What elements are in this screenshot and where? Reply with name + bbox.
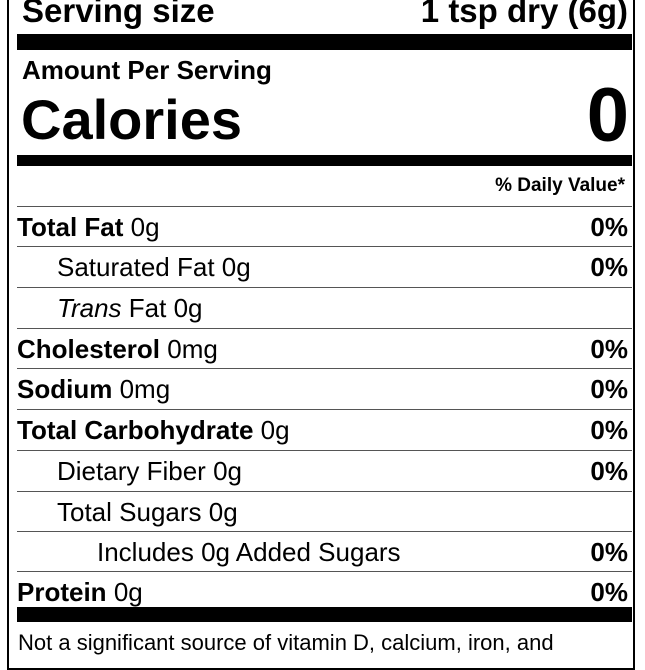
nutrient-label: Dietary Fiber (57, 456, 206, 486)
nutrient-label: Fat (128, 293, 167, 323)
divider-thin (17, 206, 632, 207)
nutrient-name: Protein 0g (17, 572, 143, 612)
nutrient-amount: 0g (113, 577, 143, 607)
serving-size-value: 1 tsp dry (6g) (420, 0, 628, 29)
daily-value-percent: 0% (590, 456, 628, 486)
daily-value-percent: 0% (590, 252, 628, 282)
nutrient-label: Total Fat (17, 212, 124, 242)
nutrient-name: Total Carbohydrate 0g (17, 410, 290, 450)
nutrient-amount: 0g (208, 497, 238, 527)
daily-value-percent: 0% (590, 374, 628, 404)
footnote: Not a significant source of vitamin D, c… (18, 630, 554, 655)
nutrient-amount: 0g (173, 293, 203, 323)
nutrient-name: Includes 0g Added Sugars (97, 532, 401, 572)
calories-label: Calories (21, 88, 242, 151)
amount-per-serving: Amount Per Serving (22, 55, 272, 85)
daily-value-percent: 0% (590, 577, 628, 607)
nutrient-label: Total Carbohydrate (17, 415, 254, 445)
nutrient-amount: 0g (221, 252, 251, 282)
nutrient-name: Trans Fat 0g (57, 288, 203, 328)
daily-value-percent: 0% (590, 537, 628, 567)
divider-thin (17, 531, 632, 532)
divider-thin (17, 450, 632, 451)
daily-value-percent: 0% (590, 334, 628, 364)
daily-value-percent: 0% (590, 415, 628, 445)
nutrient-name-italic: Trans (57, 293, 122, 323)
nutrient-amount: 0mg (119, 374, 171, 404)
nutrient-row: Sodium 0mg 0% (17, 369, 632, 409)
nutrient-row: Total Fat 0g 0% (17, 207, 632, 247)
nutrient-label: Protein (17, 577, 107, 607)
nutrient-label: Includes 0g Added Sugars (97, 537, 401, 567)
calories-value: 0 (586, 73, 629, 158)
divider-thin (17, 328, 632, 329)
nutrient-amount: 0mg (167, 334, 218, 364)
nutrient-row: Cholesterol 0mg 0% (17, 329, 632, 369)
nutrient-amount: 0g (130, 212, 160, 242)
nutrient-row: Total Carbohydrate 0g 0% (17, 410, 632, 450)
nutrient-name: Total Fat 0g (17, 207, 160, 247)
nutrient-name: Dietary Fiber 0g (57, 451, 242, 491)
divider-thick (17, 155, 632, 166)
nutrient-label: Saturated Fat (57, 252, 215, 282)
nutrient-row: Trans Fat 0g (17, 288, 632, 328)
divider-thin (17, 571, 632, 572)
serving-size-label: Serving size (22, 0, 215, 29)
divider-thin (17, 246, 632, 247)
daily-value-percent: 0% (590, 212, 628, 242)
divider-thin (17, 287, 632, 288)
divider-thick (17, 34, 632, 50)
divider-thin (17, 368, 632, 369)
nutrient-label: Cholesterol (17, 334, 161, 364)
nutrient-name: Sodium 0mg (17, 369, 170, 409)
divider-thin (17, 409, 632, 410)
nutrient-row: Saturated Fat 0g 0% (17, 247, 632, 287)
nutrient-label: Sodium (17, 374, 113, 404)
nutrient-row: Total Sugars 0g (17, 492, 632, 532)
nutrient-amount: 0g (213, 456, 242, 486)
divider-thin (17, 491, 632, 492)
nutrient-row: Protein 0g 0% (17, 572, 632, 612)
nutrient-row: Dietary Fiber 0g 0% (17, 451, 632, 491)
nutrient-name: Cholesterol 0mg (17, 329, 218, 369)
nutrient-name: Saturated Fat 0g (57, 247, 251, 287)
divider-thick (17, 607, 632, 622)
nutrient-name: Total Sugars 0g (57, 492, 238, 532)
nutrient-amount: 0g (260, 415, 290, 445)
nutrient-row: Includes 0g Added Sugars 0% (17, 532, 632, 572)
daily-value-header: % Daily Value* (495, 175, 625, 196)
nutrient-label: Total Sugars (57, 497, 202, 527)
